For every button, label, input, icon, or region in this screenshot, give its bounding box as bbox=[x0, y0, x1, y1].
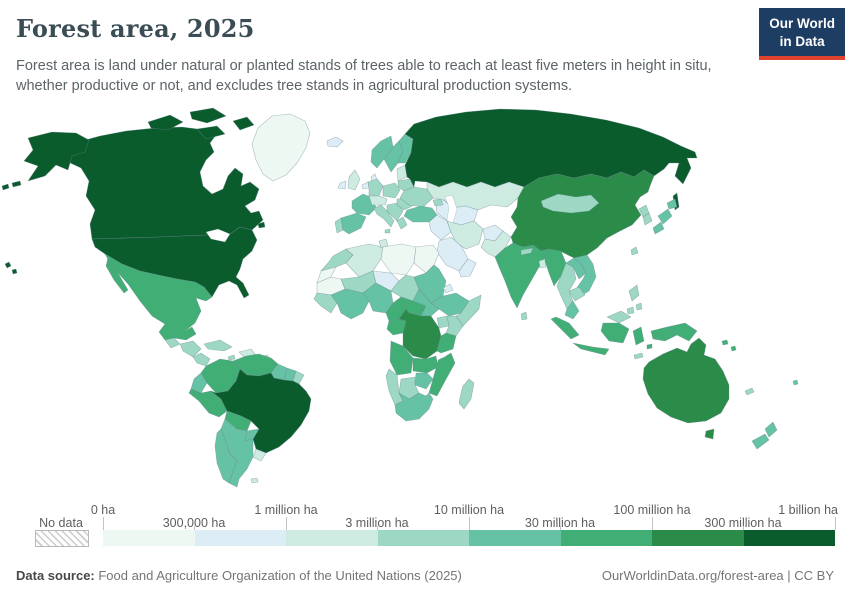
great-lakes bbox=[205, 228, 231, 243]
country-greece[interactable] bbox=[396, 216, 408, 230]
legend-segment-0[interactable] bbox=[103, 530, 195, 546]
chart-footer: Data source: Food and Agriculture Organi… bbox=[16, 568, 834, 583]
legend-color-bar bbox=[103, 530, 835, 546]
country-cuba[interactable] bbox=[203, 339, 233, 352]
country-mongolia[interactable] bbox=[540, 193, 600, 214]
country-madagascar[interactable] bbox=[458, 378, 475, 410]
country-brazil[interactable] bbox=[210, 368, 312, 454]
country-mexico[interactable] bbox=[104, 253, 213, 341]
country-west-africa-coast[interactable] bbox=[330, 288, 370, 320]
legend-segment-6[interactable] bbox=[652, 530, 744, 546]
country-tasmania[interactable] bbox=[704, 428, 715, 440]
owid-logo[interactable]: Our World in Data bbox=[759, 8, 845, 61]
country-libya[interactable] bbox=[380, 243, 417, 276]
country-philippines[interactable] bbox=[626, 284, 643, 315]
country-falkland[interactable] bbox=[250, 477, 259, 484]
country-usa-alaska[interactable] bbox=[23, 131, 90, 182]
legend-segment-7[interactable] bbox=[743, 530, 835, 546]
country-greenland[interactable] bbox=[251, 113, 311, 182]
country-angola[interactable] bbox=[389, 340, 414, 376]
country-indonesia-sulawesi[interactable] bbox=[632, 326, 645, 346]
data-source-text: Data source: Food and Agriculture Organi… bbox=[16, 568, 462, 583]
page-title: Forest area, 2025 bbox=[16, 14, 255, 43]
country-new-zealand[interactable] bbox=[751, 421, 778, 450]
country-usa-hawaii[interactable] bbox=[4, 261, 18, 275]
country-usa-aleutians[interactable] bbox=[1, 180, 22, 191]
country-italy[interactable] bbox=[373, 204, 395, 234]
logo-line2: in Data bbox=[779, 33, 825, 49]
country-sri-lanka[interactable] bbox=[520, 311, 528, 321]
country-uk[interactable] bbox=[347, 169, 361, 191]
legend-no-data-swatch[interactable] bbox=[35, 530, 89, 547]
country-yemen-oman[interactable] bbox=[458, 258, 477, 278]
logo-red-stripe bbox=[759, 56, 845, 61]
data-source-label: Data source: bbox=[16, 568, 95, 583]
country-chile[interactable] bbox=[214, 428, 238, 484]
country-ukraine[interactable] bbox=[399, 186, 434, 208]
country-iceland[interactable] bbox=[326, 136, 344, 148]
country-indonesia-java[interactable] bbox=[572, 342, 610, 356]
country-indonesia-kalimantan[interactable] bbox=[600, 322, 630, 344]
country-fiji[interactable] bbox=[792, 379, 799, 386]
country-honduras-nicaragua[interactable] bbox=[179, 340, 202, 358]
country-dr-congo[interactable] bbox=[398, 308, 442, 360]
country-malaysia[interactable] bbox=[564, 300, 580, 320]
country-south-korea[interactable] bbox=[642, 212, 653, 226]
country-myanmar[interactable] bbox=[544, 248, 567, 287]
country-canada-arctic3[interactable] bbox=[196, 125, 226, 140]
country-nepal[interactable] bbox=[520, 247, 534, 256]
legend-segment-2[interactable] bbox=[286, 530, 378, 546]
country-canada-arctic4[interactable] bbox=[232, 116, 255, 131]
country-solomon-islands[interactable] bbox=[721, 339, 737, 352]
logo-line1: Our World bbox=[769, 16, 835, 31]
subtitle-line1: Forest area is land under natural or pla… bbox=[16, 58, 712, 74]
country-south-africa[interactable] bbox=[394, 392, 434, 422]
country-papua-new-guinea[interactable] bbox=[666, 322, 698, 342]
legend-no-data-label: No data bbox=[39, 516, 83, 530]
country-canada-arctic1[interactable] bbox=[147, 114, 184, 131]
country-guatemala[interactable] bbox=[164, 337, 181, 349]
legend-segment-4[interactable] bbox=[469, 530, 561, 546]
country-timor[interactable] bbox=[633, 352, 644, 360]
footer-link-text[interactable]: OurWorldinData.org/forest-area | CC BY bbox=[601, 568, 834, 583]
country-canada[interactable] bbox=[61, 126, 264, 240]
legend-segment-5[interactable] bbox=[560, 530, 652, 546]
country-indonesia-maluku[interactable] bbox=[646, 343, 653, 350]
country-spain[interactable] bbox=[340, 212, 367, 235]
country-mozambique[interactable] bbox=[428, 352, 456, 397]
chart-subtitle: Forest area is land under natural or pla… bbox=[16, 56, 736, 96]
legend-segment-3[interactable] bbox=[377, 530, 469, 546]
country-jamaica[interactable] bbox=[227, 354, 236, 361]
country-caucasus[interactable] bbox=[432, 198, 444, 207]
country-eritrea[interactable] bbox=[442, 283, 454, 294]
country-japan[interactable] bbox=[652, 198, 678, 235]
country-australia[interactable] bbox=[642, 337, 730, 424]
country-taiwan[interactable] bbox=[630, 246, 639, 256]
country-uruguay[interactable] bbox=[252, 448, 267, 462]
country-costarica-panama[interactable] bbox=[192, 352, 211, 367]
country-poland[interactable] bbox=[382, 182, 401, 199]
country-indonesia-papua[interactable] bbox=[650, 326, 678, 342]
country-indonesia-sumatra[interactable] bbox=[550, 316, 580, 340]
legend-segment-1[interactable] bbox=[194, 530, 286, 546]
country-ireland[interactable] bbox=[337, 180, 347, 190]
country-peru[interactable] bbox=[188, 388, 228, 418]
country-new-caledonia[interactable] bbox=[744, 387, 755, 396]
country-china[interactable] bbox=[510, 169, 655, 259]
country-zimbabwe[interactable] bbox=[414, 372, 434, 390]
country-east-malaysia[interactable] bbox=[606, 310, 632, 324]
country-bangladesh[interactable] bbox=[538, 258, 547, 269]
country-canada-arctic2[interactable] bbox=[189, 107, 227, 124]
country-canada-newfoundland[interactable] bbox=[257, 221, 266, 229]
country-cambodia[interactable] bbox=[568, 286, 586, 302]
country-germany[interactable] bbox=[367, 178, 384, 197]
subtitle-line2: whether productive or not, and excludes … bbox=[16, 78, 573, 94]
country-czech-austria[interactable] bbox=[368, 195, 388, 206]
country-tanzania[interactable] bbox=[436, 332, 457, 354]
